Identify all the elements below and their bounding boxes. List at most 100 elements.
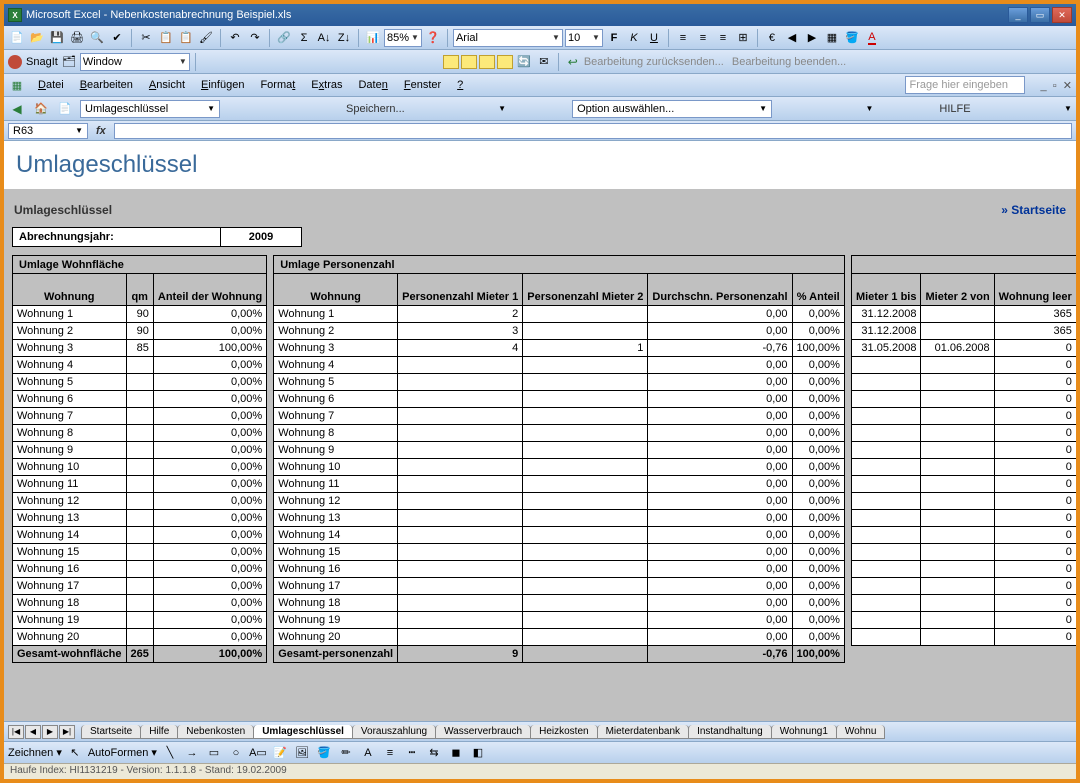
- folder3-icon[interactable]: [479, 55, 495, 69]
- sheet-tab[interactable]: Mieterdatenbank: [597, 725, 690, 739]
- tab-first-button[interactable]: |◀: [8, 725, 24, 739]
- wordart-icon[interactable]: 📝: [271, 744, 289, 762]
- clipart-icon[interactable]: 🖼: [293, 744, 311, 762]
- table-row[interactable]: 000,00%: [851, 459, 1076, 476]
- sheet-tab[interactable]: Instandhaltung: [688, 725, 772, 739]
- table-row[interactable]: 31.12.200836500,00%: [851, 306, 1076, 323]
- table-row[interactable]: 000,00%: [851, 425, 1076, 442]
- open-icon[interactable]: 📂: [28, 29, 46, 47]
- zeichnen-menu[interactable]: Zeichnen ▾: [8, 746, 62, 759]
- fillcolor2-icon[interactable]: 🪣: [315, 744, 333, 762]
- table-row[interactable]: Wohnung 60,00%: [13, 391, 267, 408]
- table-row[interactable]: Wohnung 2900,00%: [13, 323, 267, 340]
- table-row[interactable]: 000,00%: [851, 595, 1076, 612]
- table-row[interactable]: 000,00%: [851, 544, 1076, 561]
- table-row[interactable]: 000,00%: [851, 629, 1076, 646]
- table-row[interactable]: Wohnung 160,00%: [13, 561, 267, 578]
- table-row[interactable]: 000,00%: [851, 493, 1076, 510]
- font-color-icon[interactable]: A: [863, 29, 881, 47]
- table-row[interactable]: Wohnung 160,000,00%: [274, 561, 845, 578]
- table-row[interactable]: 000,00%: [851, 391, 1076, 408]
- currency-icon[interactable]: €: [763, 29, 781, 47]
- sheet-tab[interactable]: Vorauszahlung: [352, 725, 436, 739]
- menu-fenster[interactable]: Fenster: [400, 77, 445, 93]
- table-row[interactable]: Wohnung 130,00%: [13, 510, 267, 527]
- tab-prev-button[interactable]: ◀: [25, 725, 41, 739]
- table-row[interactable]: Wohnung 180,000,00%: [274, 595, 845, 612]
- preview-icon[interactable]: 🔍: [88, 29, 106, 47]
- bold-icon[interactable]: F: [605, 29, 623, 47]
- table-row[interactable]: Wohnung 110,00%: [13, 476, 267, 493]
- section-select[interactable]: Umlageschlüssel▼: [80, 100, 220, 118]
- table-row[interactable]: Wohnung 170,000,00%: [274, 578, 845, 595]
- table-row[interactable]: Wohnung 1900,00%: [13, 306, 267, 323]
- table-row[interactable]: Wohnung 50,000,00%: [274, 374, 845, 391]
- menu-extras[interactable]: Extras: [307, 77, 346, 93]
- table-row[interactable]: Wohnung 70,00%: [13, 408, 267, 425]
- table-row[interactable]: 000,00%: [851, 442, 1076, 459]
- folder1-icon[interactable]: [443, 55, 459, 69]
- table-row[interactable]: 31.05.200801.06.20080-214-58,63%: [851, 340, 1076, 357]
- table-row[interactable]: 000,00%: [851, 357, 1076, 374]
- back-icon[interactable]: ◀: [8, 100, 26, 118]
- year-value[interactable]: 2009: [221, 228, 301, 246]
- question-input[interactable]: Frage hier eingeben: [905, 76, 1025, 94]
- table-row[interactable]: Wohnung 190,00%: [13, 612, 267, 629]
- line-icon[interactable]: ╲: [161, 744, 179, 762]
- table-row[interactable]: Wohnung 150,000,00%: [274, 544, 845, 561]
- table-row[interactable]: Wohnung 140,00%: [13, 527, 267, 544]
- table-row[interactable]: 000,00%: [851, 527, 1076, 544]
- table-row[interactable]: 000,00%: [851, 561, 1076, 578]
- tab-last-button[interactable]: ▶|: [59, 725, 75, 739]
- table-row[interactable]: Wohnung 90,00%: [13, 442, 267, 459]
- table-row[interactable]: 000,00%: [851, 612, 1076, 629]
- paste-icon[interactable]: 📋: [177, 29, 195, 47]
- sheet-tab[interactable]: Wasserverbrauch: [435, 725, 531, 739]
- menu-daten[interactable]: Daten: [354, 77, 391, 93]
- menu-format[interactable]: Format: [256, 77, 299, 93]
- sheet-tab[interactable]: Startseite: [81, 725, 141, 739]
- shadow-icon[interactable]: ◼: [447, 744, 465, 762]
- table-row[interactable]: Wohnung 80,000,00%: [274, 425, 845, 442]
- folder2-icon[interactable]: [461, 55, 477, 69]
- redo-icon[interactable]: ↷: [246, 29, 264, 47]
- table-row[interactable]: Wohnung 190,000,00%: [274, 612, 845, 629]
- table-row[interactable]: Wohnung 230,000,00%: [274, 323, 845, 340]
- refresh-icon[interactable]: 🔄: [515, 53, 533, 71]
- sheet-tab[interactable]: Hilfe: [140, 725, 178, 739]
- indent-inc-icon[interactable]: ▶: [803, 29, 821, 47]
- table-row[interactable]: Wohnung 80,00%: [13, 425, 267, 442]
- table-row[interactable]: Wohnung 130,000,00%: [274, 510, 845, 527]
- textbox-icon[interactable]: A▭: [249, 744, 267, 762]
- chart-icon[interactable]: 📊: [364, 29, 382, 47]
- align-right-icon[interactable]: ≡: [714, 29, 732, 47]
- envelope-icon[interactable]: ✉: [535, 53, 553, 71]
- table-row[interactable]: Wohnung 120,000,00%: [274, 306, 845, 323]
- menu-einfugen[interactable]: Einfügen: [197, 77, 248, 93]
- table-row[interactable]: Wohnung 120,000,00%: [274, 493, 845, 510]
- name-box[interactable]: R63▼: [8, 123, 88, 139]
- sort-asc-icon[interactable]: A↓: [315, 29, 333, 47]
- dashstyle-icon[interactable]: ┅: [403, 744, 421, 762]
- table-row[interactable]: Wohnung 200,000,00%: [274, 629, 845, 646]
- table-row[interactable]: Wohnung 50,00%: [13, 374, 267, 391]
- snagit-mode-select[interactable]: Window▼: [80, 53, 190, 71]
- oval-icon[interactable]: ○: [227, 744, 245, 762]
- table-row[interactable]: Wohnung 341-0,76100,00%: [274, 340, 845, 357]
- table-row[interactable]: Wohnung 60,000,00%: [274, 391, 845, 408]
- close-button[interactable]: ✕: [1052, 7, 1072, 23]
- minimize-button[interactable]: _: [1008, 7, 1028, 23]
- workbook-icon[interactable]: ▦: [8, 76, 26, 94]
- table-row[interactable]: Wohnung 40,00%: [13, 357, 267, 374]
- sheet-tab[interactable]: Heizkosten: [530, 725, 597, 739]
- table-row[interactable]: Wohnung 70,000,00%: [274, 408, 845, 425]
- save-button[interactable]: Speichern...: [346, 103, 405, 115]
- underline-icon[interactable]: U: [645, 29, 663, 47]
- linestyle-icon[interactable]: ≡: [381, 744, 399, 762]
- table-row[interactable]: Wohnung 40,000,00%: [274, 357, 845, 374]
- table-row[interactable]: Wohnung 150,00%: [13, 544, 267, 561]
- font-name-select[interactable]: Arial▼: [453, 29, 563, 47]
- sort-desc-icon[interactable]: Z↓: [335, 29, 353, 47]
- borders-icon[interactable]: ▦: [823, 29, 841, 47]
- table-row[interactable]: Wohnung 120,00%: [13, 493, 267, 510]
